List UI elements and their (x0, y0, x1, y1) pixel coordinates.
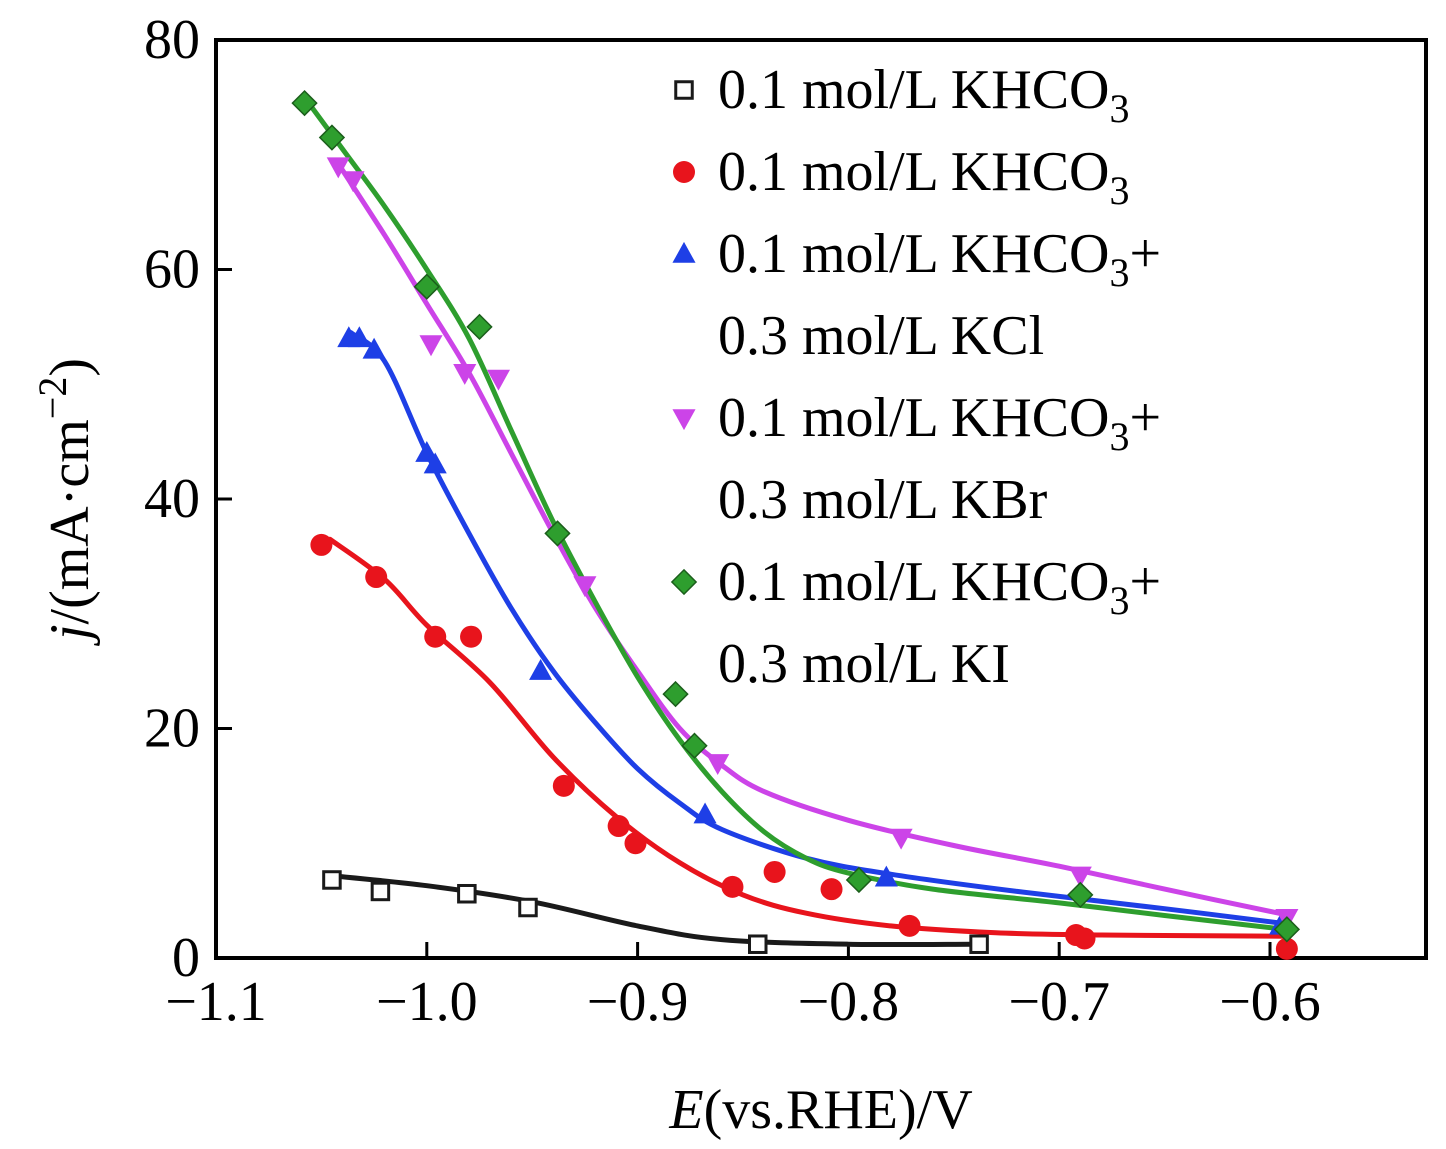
data-point-series-2 (763, 860, 786, 883)
x-tick-label: −1.1 (165, 971, 267, 1033)
legend-marker-series-1 (674, 80, 694, 100)
x-tick-label: −0.6 (1219, 971, 1321, 1033)
data-point-series-5 (845, 866, 873, 894)
data-point-series-2 (624, 832, 647, 855)
legend-label-series-2: 0.1 mol/L KHCO3 (718, 141, 1129, 213)
fit-curve-series-3 (348, 330, 1288, 927)
data-point-series-1 (322, 870, 342, 890)
x-axis-label: E(vs.RHE)/V (668, 1079, 972, 1141)
x-tick-label: −1.0 (376, 971, 478, 1033)
data-point-series-4 (453, 363, 477, 385)
x-tick-label: −0.9 (587, 971, 689, 1033)
data-point-series-3 (874, 865, 898, 887)
data-point-series-4 (419, 335, 443, 357)
data-point-series-5 (681, 732, 708, 759)
legend-label-series-1: 0.1 mol/L KHCO3 (718, 59, 1129, 131)
data-point-series-3 (347, 326, 371, 348)
data-point-series-2 (365, 566, 388, 589)
data-point-series-1 (457, 883, 477, 904)
data-point-series-5 (318, 124, 346, 151)
data-point-series-2 (820, 878, 843, 901)
legend: 0.1 mol/L KHCO3 0.1 mol/L KHCO3 0.1 mol/L … (670, 59, 1161, 695)
legend-marker-series-4 (672, 409, 696, 431)
data-point-series-2 (721, 875, 744, 898)
data-point-series-2 (552, 774, 575, 797)
legend-label-series-3-line2: 0.3 mol/L KCl (718, 305, 1044, 367)
y-axis-label: j/(mA·cm−2) (30, 358, 101, 646)
data-point-series-3 (415, 441, 439, 462)
y-axis-ticks: 0 20 40 60 80 (144, 9, 232, 989)
x-axis-ticks: −1.1 −1.0 −0.9 −0.8 −0.7 −0.6 (165, 942, 1321, 1033)
legend-marker-series-2 (673, 161, 695, 183)
data-markers (291, 89, 1301, 960)
data-point-series-2 (460, 625, 483, 648)
data-point-series-3 (693, 802, 717, 824)
data-point-series-4 (341, 171, 365, 193)
data-point-series-2 (1073, 927, 1096, 950)
data-point-series-5 (662, 680, 689, 708)
data-point-series-1 (969, 934, 989, 954)
fit-curve-series-4 (333, 158, 1288, 917)
x-tick-label: −0.8 (798, 971, 900, 1033)
legend-label-series-3: 0.1 mol/L KHCO3+ (718, 223, 1161, 295)
legend-marker-series-3 (672, 241, 696, 263)
data-point-series-4 (486, 369, 511, 391)
y-tick-label: 80 (144, 9, 200, 71)
data-point-series-5 (466, 313, 493, 341)
data-point-series-3 (529, 659, 553, 680)
data-point-series-4 (889, 828, 913, 850)
x-tick-label: −0.7 (1008, 971, 1110, 1033)
data-point-series-5 (413, 273, 440, 300)
y-tick-label: 20 (144, 698, 200, 760)
legend-label-series-5: 0.1 mol/L KHCO3+ (718, 551, 1161, 623)
data-point-series-5 (1273, 916, 1301, 943)
data-point-series-4 (326, 157, 350, 179)
legend-marker-series-5 (670, 568, 698, 596)
data-point-series-4 (706, 754, 730, 776)
data-point-series-2 (898, 914, 921, 937)
data-point-series-1 (748, 934, 768, 954)
data-point-series-2 (424, 625, 447, 648)
data-point-series-1 (518, 897, 538, 918)
legend-label-series-4-line2: 0.3 mol/L KBr (718, 469, 1048, 531)
y-tick-label: 40 (144, 468, 200, 530)
y-tick-label: 60 (144, 239, 200, 301)
legend-label-series-5-line2: 0.3 mol/L KI (718, 633, 1010, 695)
data-point-series-2 (1275, 937, 1298, 960)
data-point-series-4 (1068, 866, 1092, 888)
data-point-series-4 (573, 576, 597, 598)
fit-curve-series-5 (302, 94, 1288, 932)
data-point-series-5 (1067, 881, 1094, 909)
data-point-series-3 (362, 337, 386, 359)
legend-label-series-4: 0.1 mol/L KHCO3+ (718, 387, 1161, 459)
data-point-series-2 (607, 815, 630, 838)
data-point-series-3 (423, 452, 447, 474)
fit-curve-series-1 (325, 872, 974, 948)
data-point-series-5 (291, 89, 318, 117)
data-point-series-5 (544, 520, 571, 547)
data-point-series-2 (310, 533, 333, 556)
data-point-series-1 (370, 881, 391, 902)
y-tick-label: 0 (172, 927, 200, 989)
